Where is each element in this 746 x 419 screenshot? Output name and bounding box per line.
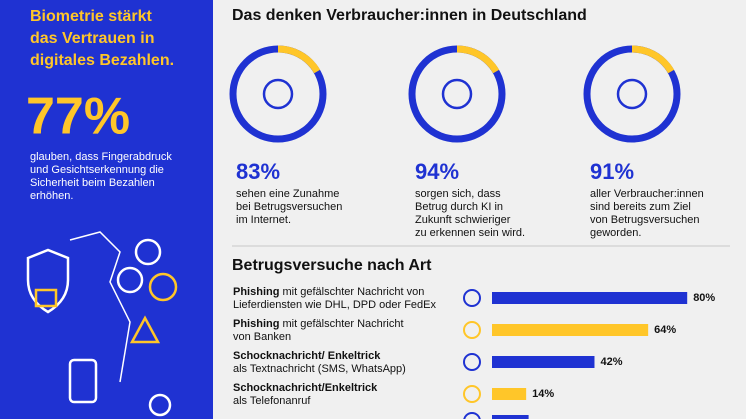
- survey-text: bei Betrugsversuchen: [236, 201, 342, 213]
- description: mit gefälschter Nachricht: [279, 318, 403, 330]
- value-label: 80%: [693, 292, 715, 304]
- headline: digitales Bezahlen.: [30, 52, 174, 69]
- ring-accent: [456, 45, 500, 74]
- survey-text: Betrug durch KI in: [415, 201, 503, 213]
- bar: [492, 388, 527, 400]
- chart-title: Betrugsversuche nach Art: [232, 257, 432, 274]
- category: Phishing: [233, 286, 279, 298]
- category: Schocknachricht/ Enkeltrick: [233, 350, 381, 362]
- row-icon: [463, 385, 481, 403]
- survey-stat: 91%: [590, 159, 634, 184]
- survey-stat: 94%: [415, 159, 459, 184]
- headline: Biometrie stärkt: [30, 8, 152, 25]
- survey-text: im Internet.: [236, 214, 291, 226]
- illustration: [26, 231, 178, 417]
- description: von Banken: [233, 331, 291, 343]
- row-icon: [463, 321, 481, 339]
- sidebar: [0, 0, 213, 419]
- category-label: Schocknachricht/ Enkeltrick: [233, 350, 381, 362]
- survey-text: Zukunft schwieriger: [415, 214, 511, 226]
- category: Phishing: [233, 318, 279, 330]
- survey-text: sehen eine Zunahme: [236, 188, 339, 200]
- ring-accent: [631, 45, 675, 74]
- survey-text: von Betrugsversuchen: [590, 214, 699, 226]
- headline: das Vertrauen in: [30, 30, 155, 47]
- description: als Telefonanruf: [233, 395, 311, 407]
- description: als Textnachricht (SMS, WhatsApp): [233, 363, 406, 375]
- ring-accent: [277, 45, 321, 74]
- icon: [262, 78, 294, 110]
- survey-text: zu erkennen sein wird.: [415, 227, 525, 239]
- value-label: 42%: [600, 356, 622, 368]
- section-title: Das denken Verbraucher:innen in Deutschl…: [232, 7, 587, 24]
- icon: [441, 78, 473, 110]
- icon: [616, 78, 648, 110]
- row-icon: [463, 289, 481, 307]
- stat-text: glauben, dass Fingerabdruck: [30, 151, 172, 163]
- survey-text: sorgen sich, dass: [415, 188, 501, 200]
- survey-text: geworden.: [590, 227, 641, 239]
- bar: [492, 356, 595, 368]
- value-label: 14%: [532, 388, 554, 400]
- row-icon: [463, 353, 481, 371]
- category-label: Phishing mit gefälschter Nachricht: [233, 318, 404, 330]
- row-icon: [463, 412, 481, 419]
- category-label: Phishing mit gefälschter Nachricht von: [233, 286, 424, 298]
- bar: [492, 415, 529, 419]
- value-label: 64%: [654, 324, 676, 336]
- stat-text: erhöhen.: [30, 190, 73, 202]
- description: mit gefälschter Nachricht von: [279, 286, 424, 298]
- survey-stat: 83%: [236, 159, 280, 184]
- description: Lieferdiensten wie DHL, DPD oder FedEx: [233, 299, 436, 311]
- bar: [492, 292, 688, 304]
- survey-text: sind bereits zum Ziel: [590, 201, 691, 213]
- bar: [492, 324, 649, 336]
- category: Schocknachricht/Enkeltrick: [233, 382, 378, 394]
- stat-text: Sicherheit beim Bezahlen: [30, 177, 155, 189]
- survey-text: aller Verbraucher:innen: [590, 188, 704, 200]
- stat: 77%: [26, 88, 130, 146]
- category-label: Schocknachricht/Enkeltrick: [233, 382, 378, 394]
- stat-text: und Gesichtserkennung die: [30, 164, 164, 176]
